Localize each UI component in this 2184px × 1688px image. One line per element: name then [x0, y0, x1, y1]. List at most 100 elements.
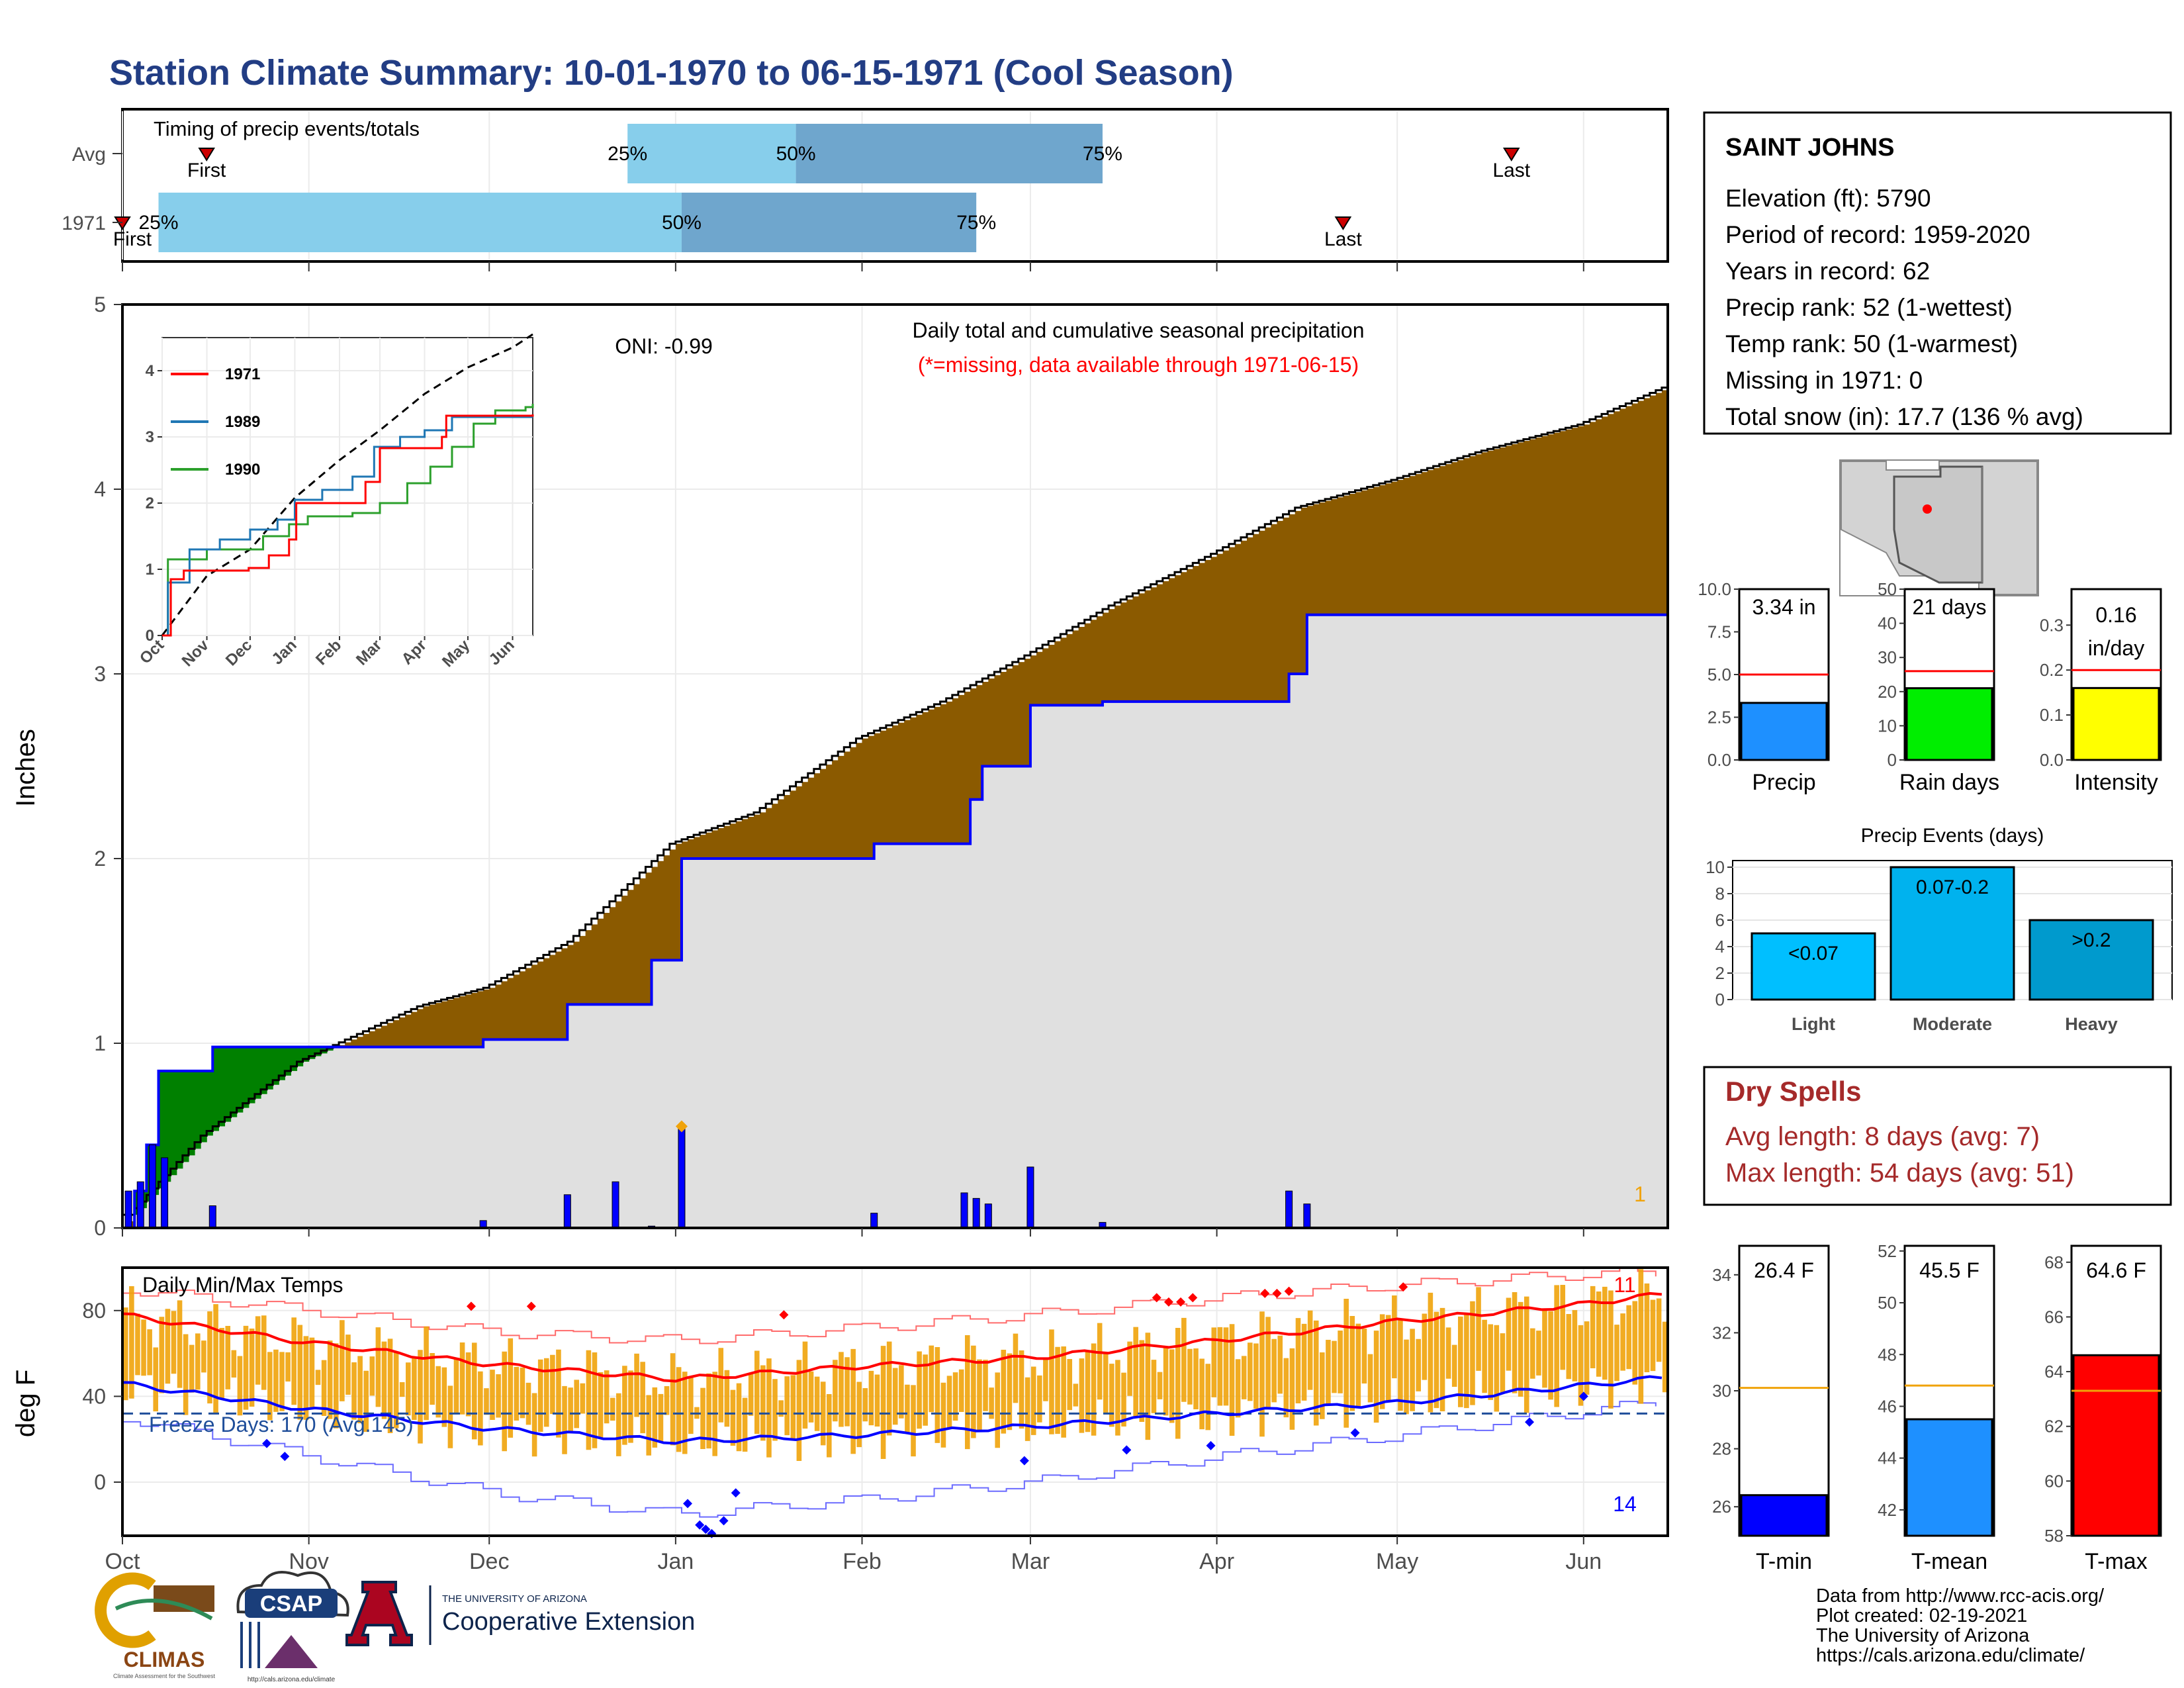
events-category-label: Moderate: [1913, 1014, 1992, 1034]
temp-y-tick-label: 80: [82, 1299, 106, 1323]
csap-wordmark: CSAP: [260, 1591, 322, 1617]
station-info-line: Years in record: 62: [1725, 258, 1930, 285]
footer-line-4: https://cals.arizona.edu/climate/: [1816, 1645, 2085, 1666]
summary-bar-label: 0.16: [2095, 603, 2136, 627]
temp-summary-tick-label: 50: [1878, 1293, 1897, 1313]
summary-bar-tick-label: 50: [1878, 579, 1897, 599]
month-label-nov: Nov: [289, 1549, 328, 1574]
csap-mountain-icon: [265, 1635, 318, 1668]
timing-p50-label: 50%: [776, 143, 816, 165]
summary-bar-value: [2072, 686, 2160, 761]
daily-precip-bar: [612, 1181, 619, 1229]
month-label-jan: Jan: [657, 1549, 694, 1574]
summary-bar-tick-label: 7.5: [1707, 622, 1731, 642]
arizona-outline: [1893, 465, 1983, 584]
summary-bar-tick-label: 0.3: [2040, 615, 2064, 635]
events-bar-label: >0.2: [2071, 929, 2111, 951]
daily-precip-bar: [870, 1213, 878, 1229]
precip-y-tick-label: 5: [94, 293, 106, 316]
summary-bar-value: [1905, 687, 1993, 761]
page-title: Station Climate Summary: 10-01-1970 to 0…: [109, 53, 1234, 93]
summary-bar-tick-label: 10: [1878, 716, 1897, 735]
events-y-tick-label: 4: [1715, 937, 1725, 957]
record-high-marker: [1163, 1297, 1173, 1307]
inset-y-tick-label: 0: [146, 627, 154, 645]
timing-row-label-Avg: Avg: [72, 144, 106, 165]
logos: CLIMAS Climate Assessment for the Southw…: [95, 1571, 695, 1683]
climas-sun-icon: [95, 1572, 156, 1648]
summary-bar-tick-label: 0.0: [1707, 750, 1731, 770]
month-label-dec: Dec: [469, 1549, 509, 1574]
oni-label: ONI: -0.99: [615, 334, 713, 358]
daily-precip-bar: [563, 1194, 571, 1229]
freeze-days-label: Freeze Days: 170 (Avg.145): [149, 1413, 414, 1436]
record-low-marker: [731, 1488, 741, 1498]
record-high-marker: [1260, 1288, 1270, 1298]
record-high-marker: [1272, 1288, 1282, 1298]
station-info-frame: [1703, 111, 2172, 435]
station-name: SAINT JOHNS: [1725, 134, 1894, 162]
arizona-map: [1839, 459, 2039, 596]
events-bar-moderate: [1889, 866, 2015, 1001]
station-info-line: Elevation (ft): 5790: [1725, 185, 1931, 212]
station-info-box: SAINT JOHNS Elevation (ft): 5790 Period o…: [1703, 111, 2172, 435]
timing-p75-label: 75%: [1083, 143, 1122, 165]
record-low-marker: [683, 1499, 693, 1509]
summary-bar-tick-label: 0: [1888, 750, 1897, 770]
ua-logo: THE UNIVERSITY OF ARIZONA Cooperative Ex…: [345, 1581, 695, 1646]
precip-y-tick-label: 0: [94, 1216, 106, 1240]
summary-bar-name: Precip: [1752, 770, 1815, 795]
climas-tagline: Climate Assessment for the Southwest: [113, 1673, 216, 1679]
record-high-marker: [1284, 1286, 1294, 1296]
csap-url: http://cals.arizona.edu/climate: [248, 1676, 336, 1683]
ua-block-a-icon: [345, 1581, 413, 1646]
record-high-marker: [1188, 1293, 1198, 1303]
station-info-line: Period of record: 1959-2020: [1725, 221, 2030, 248]
temp-summary-t-max: 64.6 F 58 60 62 64 66 68 T-max: [2044, 1244, 2162, 1574]
record-low-marker: [280, 1452, 290, 1462]
snow-event-marker: [675, 1120, 688, 1133]
csap-logo: CSAP http://cals.arizona.edu/climate: [236, 1571, 349, 1683]
temp-summary-value-label: 64.6 F: [2086, 1258, 2146, 1282]
temp-summary-tick-label: 28: [1712, 1439, 1731, 1459]
temp-y-tick-label: 0: [94, 1470, 106, 1494]
station-location-dot: [1923, 504, 1932, 514]
events-y-tick-label: 6: [1715, 910, 1725, 930]
summary-bar-tick-label: 20: [1878, 682, 1897, 702]
events-category-label: Heavy: [2065, 1014, 2118, 1034]
record-high-marker: [466, 1301, 476, 1311]
record-low-marker: [1525, 1417, 1535, 1427]
daily-precip-bar: [972, 1197, 980, 1229]
temp-summary-tick-label: 44: [1878, 1448, 1897, 1468]
month-label-feb: Feb: [842, 1549, 882, 1574]
temp-summary-tick-label: 66: [2044, 1307, 2064, 1327]
inset-average-line: [161, 333, 533, 636]
daily-precip-bar: [960, 1192, 968, 1229]
temp-panel-frame: [121, 1266, 1669, 1537]
missing-count: 1: [1634, 1182, 1646, 1206]
inset-1971-line: [162, 414, 534, 637]
summary-bar-label-unit: in/day: [2088, 636, 2144, 660]
events-category-label: Light: [1792, 1014, 1835, 1034]
last-event-label: Last: [1324, 228, 1362, 250]
timing-p75-label: 75%: [956, 212, 996, 234]
timing-bar-50-75-Avg: [796, 124, 1103, 183]
daily-precip-bar: [161, 1157, 169, 1229]
temp-y-tick-label: 40: [82, 1384, 106, 1408]
record-high-marker: [779, 1310, 789, 1320]
cumulative-1971-area: [122, 611, 1668, 1228]
inset-1990-line: [162, 404, 534, 637]
ua-coop-extension: Cooperative Extension: [442, 1608, 695, 1636]
inset-legend-label-1990: 1990: [225, 461, 260, 479]
record-low-marker: [695, 1520, 705, 1530]
inset-legend-label-1989: 1989: [225, 413, 260, 431]
dry-spells-avg: Avg length: 8 days (avg: 7): [1725, 1122, 2040, 1151]
dry-spells-box: Dry Spells Avg length: 8 days (avg: 7) M…: [1703, 1066, 2172, 1206]
daily-precip-bar: [148, 1144, 156, 1229]
temp-summary-tick-label: 32: [1712, 1323, 1731, 1342]
temp-summary-name: T-min: [1756, 1549, 1812, 1574]
daily-precip-bar: [136, 1181, 144, 1229]
temp-summary-tick-label: 34: [1712, 1265, 1731, 1285]
record-low-marker: [719, 1516, 729, 1526]
timing-p25-label: 25%: [138, 212, 178, 234]
